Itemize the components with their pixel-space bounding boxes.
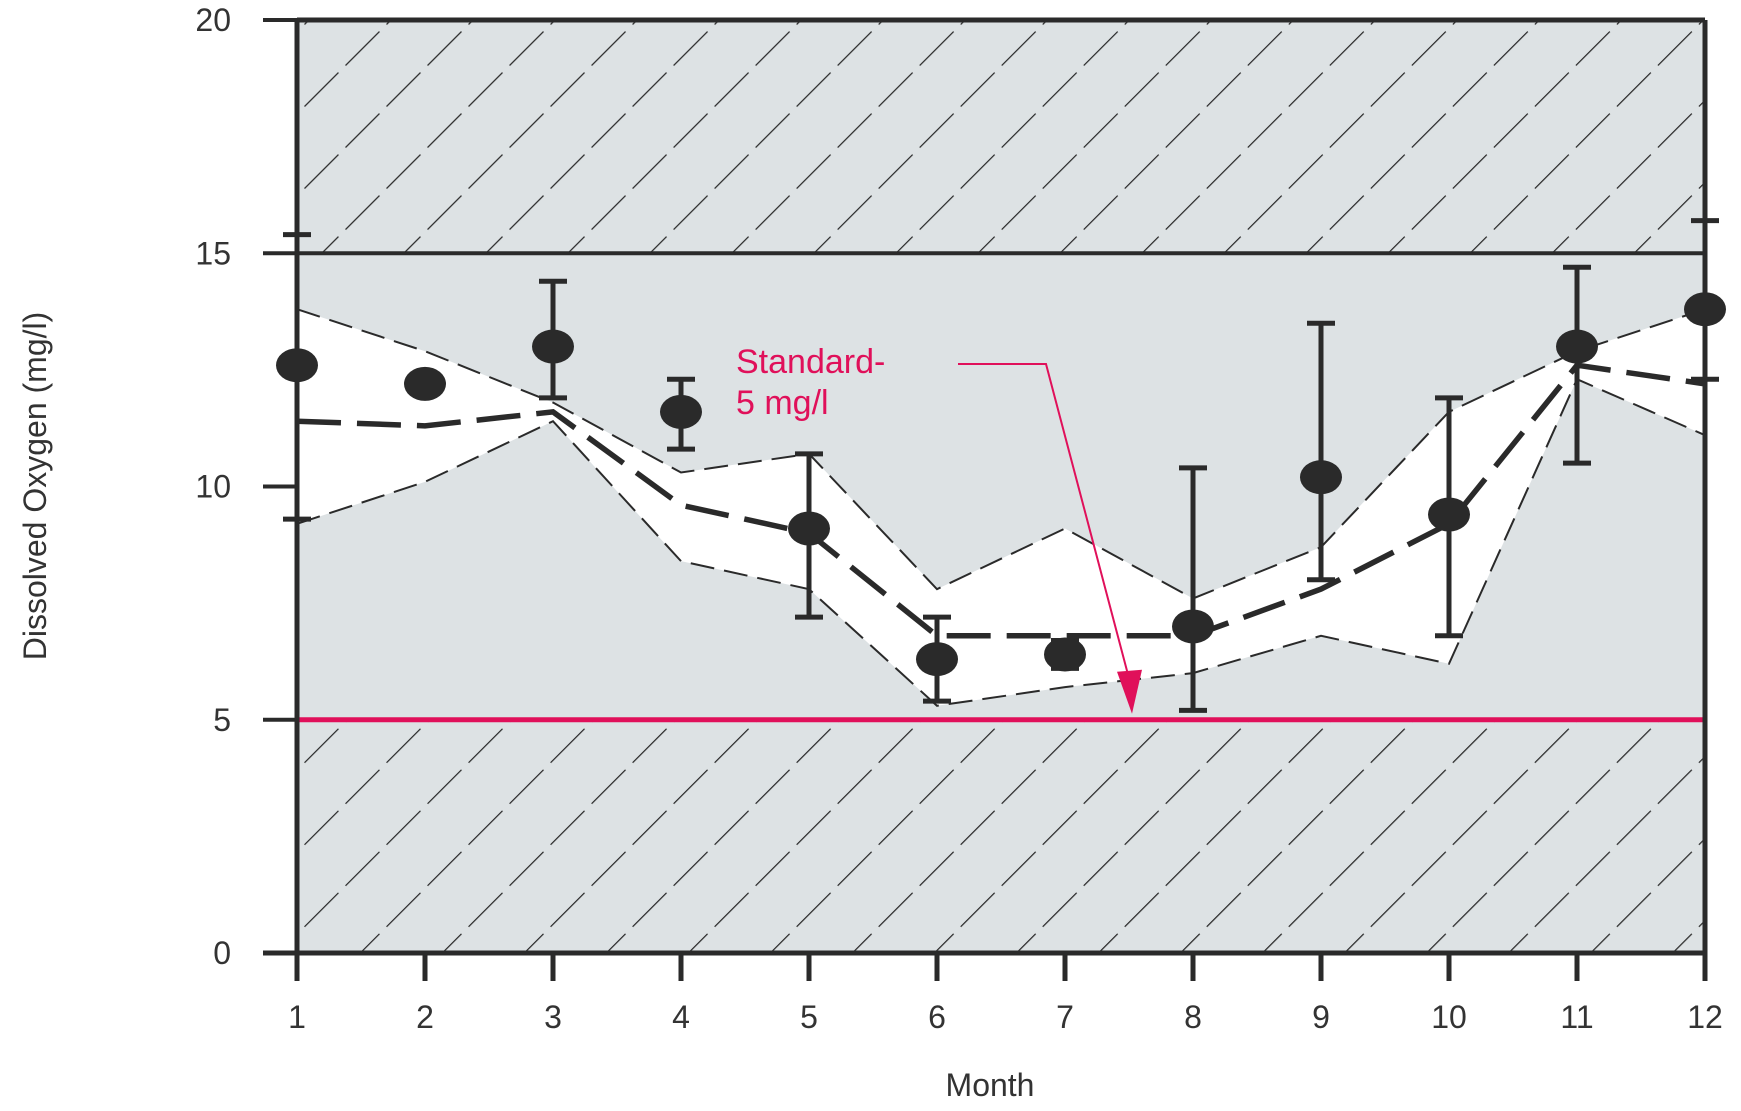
- data-point: [1556, 329, 1598, 364]
- data-point: [1684, 292, 1726, 327]
- x-tick-label: 1: [288, 999, 306, 1035]
- x-tick-label: 7: [1056, 999, 1074, 1035]
- standard-arrowhead: [1117, 669, 1142, 714]
- y-tick-label: 0: [213, 935, 231, 971]
- reference-lines: [296, 251, 1706, 723]
- data-point: [1300, 460, 1342, 495]
- x-tick-label: 2: [416, 999, 434, 1035]
- hatched-region-below-standard: [297, 719, 1705, 953]
- x-tick-label: 3: [544, 999, 562, 1035]
- data-point: [660, 394, 702, 429]
- x-tick-label: 11: [1560, 999, 1593, 1035]
- median-line: [296, 362, 1706, 639]
- y-tick-label: 10: [195, 469, 231, 505]
- y-tick-label: 5: [213, 702, 231, 738]
- data-point: [404, 366, 446, 401]
- x-tick-label: 9: [1312, 999, 1330, 1035]
- data-point: [916, 642, 958, 677]
- standard-annotation-line2: 5 mg/l: [736, 384, 829, 422]
- band-lower-line: [296, 377, 1706, 707]
- standard-annotation-line1: Standard-: [736, 343, 885, 381]
- data-point: [1044, 637, 1086, 672]
- x-tick-label: 10: [1431, 999, 1467, 1035]
- x-tick-label: 6: [928, 999, 946, 1035]
- x-tick-label: 8: [1184, 999, 1202, 1035]
- band-upper-line: [296, 308, 1706, 600]
- data-point: [1428, 497, 1470, 532]
- y-tick-label: 15: [195, 235, 231, 271]
- band-fill: [297, 309, 1705, 706]
- prediction-band: [296, 308, 1706, 707]
- x-axis-title: Month: [946, 1067, 1035, 1103]
- x-tick-label: 4: [672, 999, 690, 1035]
- standard-leader-line: [958, 363, 1133, 691]
- data-point: [276, 348, 318, 383]
- observations: [276, 218, 1726, 713]
- x-tick-label: 5: [800, 999, 818, 1035]
- data-point: [788, 511, 830, 546]
- data-point: [532, 329, 574, 364]
- x-tick-label: 12: [1687, 999, 1723, 1035]
- hatched-region-above-limit: [297, 20, 1705, 254]
- data-point: [1172, 609, 1214, 644]
- y-tick-label: 20: [195, 2, 231, 38]
- y-axis-title: Dissolved Oxygen (mg/l): [17, 312, 53, 661]
